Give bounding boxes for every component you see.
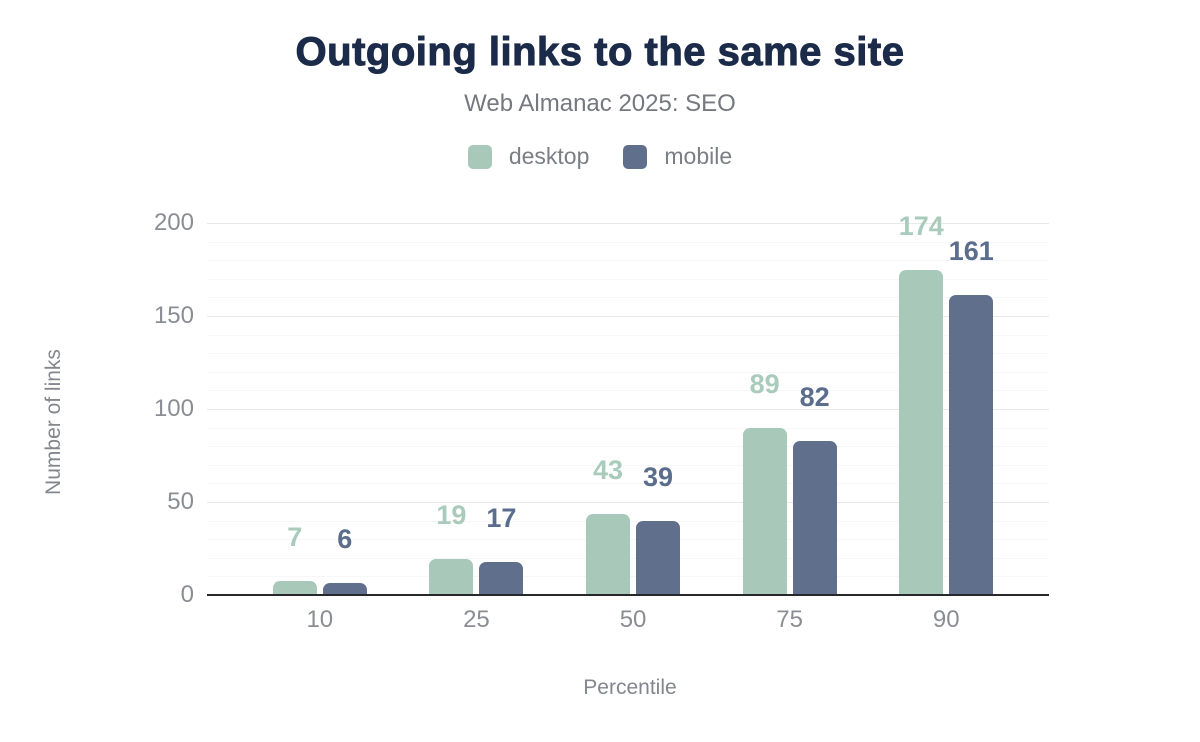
gridline-major: [207, 316, 1049, 317]
gridline-major: [207, 409, 1049, 410]
bar-mobile-p90[interactable]: [949, 294, 994, 594]
value-label-desktop-p50: 43: [593, 455, 624, 486]
x-tick-label-90: 90: [932, 606, 960, 633]
legend-label-desktop: desktop: [508, 143, 590, 169]
legend-item-desktop[interactable]: desktop: [467, 143, 590, 170]
legend-item-mobile[interactable]: mobile: [623, 143, 732, 170]
bar-mobile-p75[interactable]: [792, 441, 837, 594]
plot-area: 0 50 100 150 200 10 7 6 25 19 17 50 43 39 75 89 82 90 174 1…: [154, 211, 1049, 632]
x-tick-label-50: 50: [619, 606, 647, 633]
gridline-minor: [207, 297, 1049, 299]
value-label-desktop-p25: 19: [436, 499, 467, 530]
gridline-minor: [207, 278, 1049, 280]
x-tick-label-25: 25: [463, 606, 490, 633]
bar-desktop-p90[interactable]: [899, 270, 944, 594]
bar-mobile-p25[interactable]: [479, 562, 524, 594]
value-label-mobile-p75: 82: [799, 382, 830, 413]
chart-title: Outgoing links to the same site: [295, 30, 905, 75]
value-label-mobile-p90: 161: [948, 235, 994, 266]
value-label-mobile-p25: 17: [486, 503, 517, 534]
gridline-major: [207, 502, 1049, 503]
bar-mobile-p10[interactable]: [322, 582, 367, 594]
bar-desktop-p75[interactable]: [742, 428, 787, 594]
legend-swatch-desktop-icon: [467, 144, 492, 169]
chart-subtitle: Web Almanac 2025: SEO: [464, 90, 736, 117]
x-tick-label-75: 75: [776, 606, 803, 633]
value-label-desktop-p10: 7: [287, 521, 303, 552]
legend-label-mobile: mobile: [664, 143, 733, 169]
value-label-desktop-p90: 174: [898, 211, 944, 242]
y-tick-label-0: 0: [180, 581, 194, 608]
gridline-minor: [207, 353, 1049, 355]
bar-mobile-p50[interactable]: [636, 521, 681, 594]
gridline-minor: [207, 334, 1049, 336]
y-axis-title: Number of links: [42, 349, 65, 495]
y-tick-label-100: 100: [153, 395, 194, 422]
y-tick-label-200: 200: [153, 209, 194, 236]
y-tick-label-50: 50: [167, 488, 194, 515]
gridline-major: [207, 223, 1049, 224]
value-label-mobile-p50: 39: [643, 462, 674, 493]
bar-desktop-p25[interactable]: [429, 558, 474, 594]
gridline-minor: [207, 241, 1049, 243]
legend-swatch-mobile-icon: [623, 144, 648, 169]
legend: desktop mobile: [0, 143, 1200, 170]
gridline-minor: [207, 390, 1049, 392]
bar-desktop-p50[interactable]: [586, 514, 631, 594]
x-tick-label-10: 10: [306, 606, 334, 633]
gridline-minor: [207, 464, 1049, 466]
y-tick-label-150: 150: [153, 302, 194, 329]
gridline-minor: [207, 427, 1049, 429]
bar-desktop-p10[interactable]: [272, 580, 317, 594]
value-label-mobile-p10: 6: [337, 523, 353, 554]
value-label-desktop-p75: 89: [749, 369, 780, 400]
gridline-minor: [207, 483, 1049, 485]
x-axis-title: Percentile: [583, 676, 677, 699]
x-axis-line: [207, 594, 1049, 596]
gridline-minor: [207, 371, 1049, 373]
gridline-minor: [207, 446, 1049, 448]
gridline-minor: [207, 260, 1049, 262]
